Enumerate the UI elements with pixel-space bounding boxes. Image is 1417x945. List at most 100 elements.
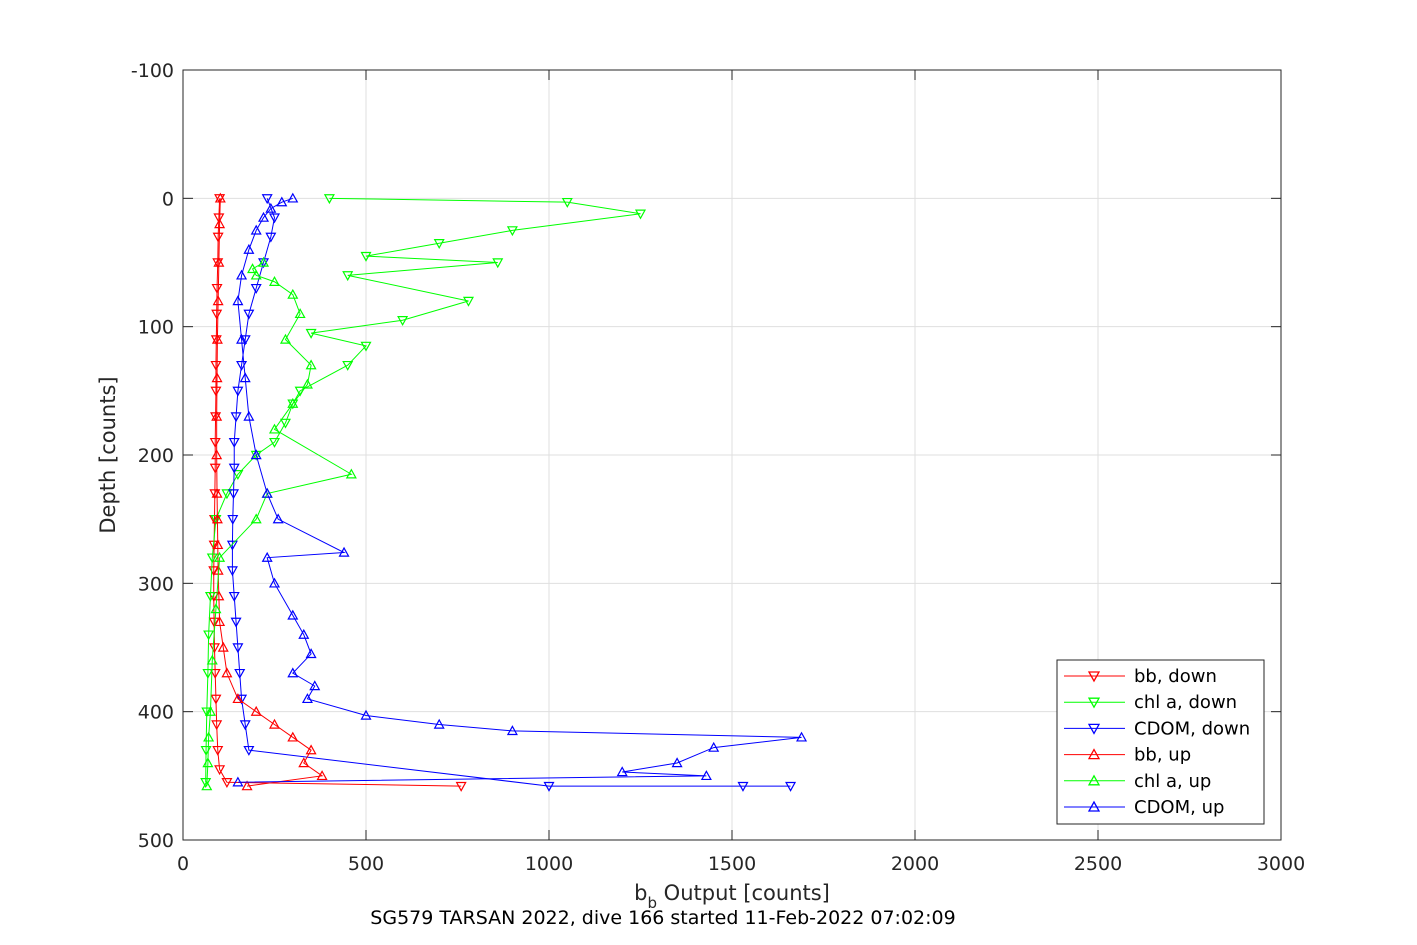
data-point xyxy=(708,741,720,752)
data-point xyxy=(700,770,712,781)
series-line xyxy=(205,197,641,783)
data-point xyxy=(210,386,222,397)
data-point xyxy=(305,744,317,755)
data-point xyxy=(212,232,224,243)
y-tick-label: 200 xyxy=(138,445,174,467)
caption: SG579 TARSAN 2022, dive 166 started 11-F… xyxy=(370,907,955,929)
series-line xyxy=(206,262,353,787)
data-point xyxy=(265,202,277,213)
data-point xyxy=(228,437,240,448)
data-point xyxy=(301,378,313,389)
data-point xyxy=(272,513,284,524)
data-point xyxy=(433,718,445,729)
data-point xyxy=(241,780,253,791)
data-point xyxy=(250,513,262,524)
data-point xyxy=(203,731,215,742)
data-point xyxy=(268,423,281,434)
x-axis-label: bb Output [counts] xyxy=(634,881,830,912)
data-point xyxy=(397,316,409,326)
data-point xyxy=(506,226,518,237)
data-point xyxy=(232,386,244,397)
data-point xyxy=(287,731,299,742)
data-point xyxy=(232,643,244,654)
data-point xyxy=(243,243,255,254)
y-tick-label: 0 xyxy=(162,188,174,210)
legend-box xyxy=(1056,659,1265,825)
ticks: 0 500 1000 1500 2000 2500 3000-100010020030040… xyxy=(131,60,1305,875)
y-tick-label: 400 xyxy=(138,702,174,724)
data-point xyxy=(210,694,222,705)
data-point xyxy=(276,196,288,207)
series-chl-a-down xyxy=(200,194,647,788)
data-point xyxy=(212,745,224,756)
data-point xyxy=(737,781,749,792)
data-point xyxy=(506,725,518,736)
data-point xyxy=(301,693,313,704)
data-point xyxy=(261,551,273,562)
data-point xyxy=(616,766,628,777)
data-point xyxy=(210,360,222,371)
data-point xyxy=(211,449,223,460)
data-point xyxy=(226,566,238,577)
data-point xyxy=(232,776,244,787)
data-point xyxy=(232,693,244,704)
data-point xyxy=(243,745,255,756)
y-axis-label: Depth [counts] xyxy=(96,376,120,533)
data-point xyxy=(214,616,226,627)
data-point xyxy=(201,780,213,791)
data-point xyxy=(211,513,223,524)
data-point xyxy=(236,269,248,280)
x-tick-label: 0 xyxy=(177,853,189,875)
data-point xyxy=(209,463,221,474)
data-point xyxy=(226,540,238,551)
data-point xyxy=(298,757,310,768)
data-point xyxy=(221,667,233,678)
data-point xyxy=(230,412,242,423)
data-point xyxy=(217,641,229,652)
data-point xyxy=(227,489,240,500)
series-cdom-up xyxy=(232,192,808,787)
legend-label: chl a, down xyxy=(1134,692,1237,713)
data-point xyxy=(287,397,299,408)
data-point xyxy=(201,707,213,718)
data-point xyxy=(247,263,259,274)
data-point xyxy=(250,449,262,460)
data-point xyxy=(206,553,218,564)
data-point xyxy=(232,295,244,306)
data-point xyxy=(213,256,225,267)
data-point xyxy=(305,328,317,339)
data-point xyxy=(298,628,310,639)
data-point xyxy=(261,194,273,205)
data-point xyxy=(232,470,244,480)
data-point xyxy=(543,781,555,792)
data-point xyxy=(342,360,354,371)
legend-marker xyxy=(1087,774,1101,786)
data-point xyxy=(221,778,233,788)
data-point xyxy=(360,341,372,352)
data-point xyxy=(250,283,262,294)
legend-marker xyxy=(1087,748,1101,760)
x-tick-label: 500 xyxy=(348,853,384,875)
data-point xyxy=(634,209,647,220)
data-point xyxy=(214,765,226,776)
y-tick-label: 100 xyxy=(138,317,174,339)
data-point xyxy=(211,410,223,421)
data-point xyxy=(239,720,251,731)
x-axis-label-subscript: b xyxy=(647,894,657,912)
data-point xyxy=(211,309,223,320)
data-point xyxy=(287,667,299,678)
data-point xyxy=(239,335,251,346)
series-bb-down xyxy=(208,194,467,792)
data-point xyxy=(258,211,270,222)
data-point xyxy=(462,296,474,307)
data-point xyxy=(211,720,223,731)
data-point xyxy=(214,192,226,203)
data-point xyxy=(243,410,255,421)
data-point xyxy=(268,437,281,448)
data-point xyxy=(345,468,357,479)
data-point xyxy=(243,309,255,320)
data-point xyxy=(492,258,504,269)
series-cdom-down xyxy=(226,194,797,792)
data-point xyxy=(204,705,216,716)
